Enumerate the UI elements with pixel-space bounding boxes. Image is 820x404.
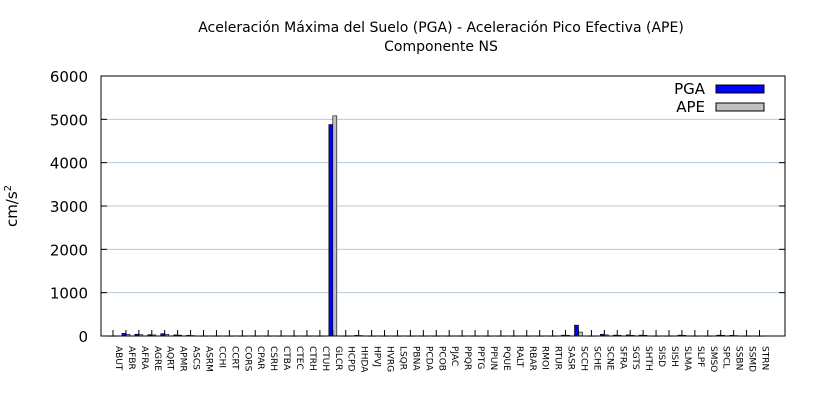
x-tick-label: PCDA	[423, 346, 433, 371]
x-tick-label: SMSO	[708, 346, 718, 372]
x-tick-label: PCOB	[436, 346, 446, 371]
x-tick-label: ABUT	[113, 346, 123, 371]
y-tick-label: 1000	[50, 285, 88, 303]
x-tick-label: AFRA	[139, 346, 149, 370]
x-tick-label: CCRT	[229, 346, 239, 370]
x-tick-label: SASR	[566, 346, 576, 370]
y-tick-label: 0	[78, 328, 88, 346]
x-axis-ticks: ABUT AFBR AFRA AGRE AQRT APMR ASCS ASRM CCHI CCRT…	[112, 330, 770, 373]
bar-ape-glcr	[332, 115, 338, 337]
x-tick-label: SSBN	[734, 346, 744, 370]
x-tick-label: CSRH	[268, 346, 278, 371]
x-tick-label: PJAC	[449, 346, 459, 366]
x-tick-label: SLMA	[682, 346, 692, 371]
x-tick-label: SISH	[669, 346, 679, 367]
x-tick-label: GLCR	[333, 346, 343, 371]
x-tick-label: RALT	[514, 346, 524, 368]
legend-label-ape: APE	[676, 98, 705, 116]
x-tick-label: SCHE	[591, 346, 601, 371]
x-tick-label: SSMD	[747, 346, 757, 372]
x-tick-label: LSQR	[397, 346, 407, 370]
x-tick-label: CTUH	[320, 346, 330, 371]
x-tick-label: SHTH	[643, 346, 653, 371]
y-tick-label: 2000	[50, 241, 88, 259]
x-tick-label: CTEC	[294, 346, 304, 370]
y-axis-label: cm/s2	[3, 185, 21, 227]
legend-swatch-ape	[715, 102, 765, 112]
x-tick-label: RBAR	[527, 346, 537, 371]
x-tick-label: CORS	[242, 346, 252, 372]
x-tick-label: CCHI	[216, 346, 226, 368]
x-tick-label: RMOI	[540, 346, 550, 370]
x-tick-label: APMR	[178, 346, 188, 372]
bar-pga-glcr	[328, 124, 334, 337]
bar-pga-scch	[574, 324, 579, 337]
x-tick-label: SCNE	[604, 346, 614, 371]
x-tick-label: AFBR	[126, 346, 136, 370]
x-tick-label: SISD	[656, 346, 666, 367]
legend-swatch-pga	[715, 84, 765, 94]
x-tick-label: PPUN	[488, 346, 498, 370]
y-tick-label: 6000	[50, 68, 88, 86]
x-tick-label: HHDA	[359, 346, 369, 373]
y-tick-label: 4000	[50, 155, 88, 173]
chart-subtitle: Componente NS	[384, 39, 498, 55]
x-tick-label: SGTS	[630, 346, 640, 370]
x-tick-label: HPVJ	[372, 346, 382, 367]
grid-lines	[101, 118, 785, 294]
x-tick-label: PBNA	[410, 346, 420, 371]
x-tick-label: AGRE	[152, 346, 162, 371]
y-tick-label: 5000	[50, 111, 88, 129]
x-tick-label: ASRM	[204, 346, 214, 372]
x-tick-label: HVRG	[385, 346, 395, 372]
x-tick-label: CTBA	[281, 346, 291, 371]
x-tick-label: ASCS	[191, 346, 201, 370]
x-tick-label: HCPD	[346, 346, 356, 371]
y-axis-label-unit: cm/s	[3, 191, 21, 227]
x-tick-label: PPTG	[475, 346, 485, 369]
legend-label-pga: PGA	[674, 80, 706, 98]
x-tick-label: CTRH	[307, 346, 317, 371]
y-axis-ticks: 0 1000 2000 3000 4000 5000 6000	[50, 68, 785, 346]
y-tick-label: 3000	[50, 198, 88, 216]
x-tick-label: SFRA	[617, 346, 627, 370]
x-tick-label: PQUE	[501, 346, 511, 371]
x-tick-label: RTUR	[553, 346, 563, 370]
x-tick-label: AQRT	[165, 346, 175, 371]
bars	[108, 115, 764, 337]
x-tick-label: PPQR	[462, 346, 472, 370]
bar-ape-scch	[578, 331, 583, 337]
y-axis-label-exponent: 2	[3, 185, 14, 191]
x-tick-label: SPCL	[721, 346, 731, 368]
x-tick-label: CPAR	[255, 346, 265, 370]
x-tick-label: SCCH	[578, 346, 588, 371]
x-tick-label: STRN	[760, 346, 770, 370]
chart-title: Aceleración Máxima del Suelo (PGA) - Ace…	[198, 20, 684, 36]
x-tick-label: SLPF	[695, 346, 705, 367]
